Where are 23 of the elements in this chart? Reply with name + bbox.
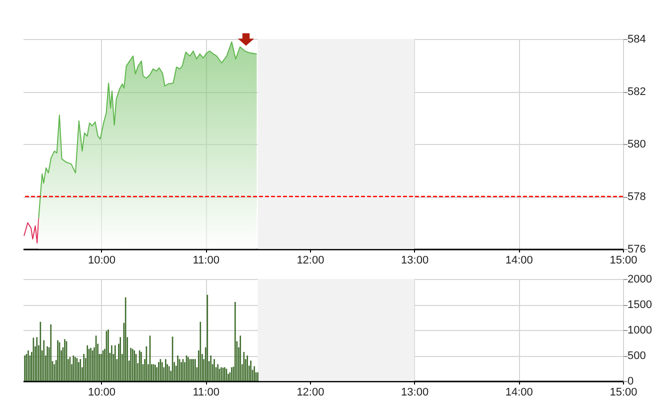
x-tick-label: 13:00	[401, 254, 429, 266]
x-tick-label: 12:00	[296, 386, 324, 398]
x-tick-label: 11:00	[192, 386, 220, 398]
y-tick-label: 2000	[628, 274, 652, 286]
y-tick-label: 0	[628, 376, 634, 388]
y-tick-label: 1000	[628, 324, 652, 336]
x-tick-label: 14:00	[505, 254, 533, 266]
x-tick-label: 15:00	[610, 386, 638, 398]
line-series	[24, 218, 40, 244]
x-tick-label: 11:00	[192, 254, 220, 266]
x-tick-label: 12:00	[296, 254, 324, 266]
y-tick-label: 582	[628, 86, 646, 98]
y-tick-label: 500	[628, 350, 646, 362]
y-tick-label: 578	[628, 191, 646, 203]
y-tick-label: 580	[628, 138, 646, 150]
x-tick-label: 10:00	[88, 386, 116, 398]
x-tick-label: 14:00	[505, 386, 533, 398]
x-tick-label: 15:00	[610, 254, 638, 266]
y-tick-label: 584	[628, 34, 646, 46]
y-tick-label: 1500	[628, 299, 652, 311]
y-tick-label: 576	[628, 244, 646, 256]
x-tick-label: 13:00	[401, 386, 429, 398]
x-tick-label: 10:00	[88, 254, 116, 266]
